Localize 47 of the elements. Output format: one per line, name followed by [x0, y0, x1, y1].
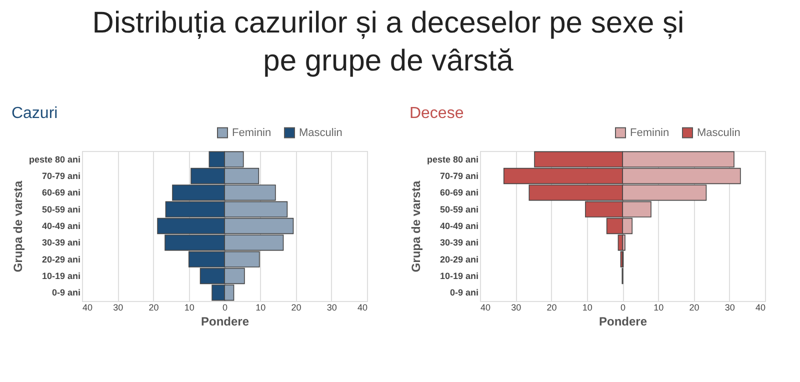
legend-label: Feminin [630, 126, 670, 139]
y-tick-label: 60-69 ani [440, 188, 478, 198]
x-tick-label: 30 [511, 302, 522, 312]
y-tick-label: 10-19 ani [440, 271, 478, 281]
x-tick-label: 10 [654, 302, 664, 312]
x-tick-label: 30 [724, 302, 735, 312]
y-axis-title: Grupa de varsta [408, 180, 423, 272]
y-tick-label: 20-29 ani [42, 254, 80, 264]
y-tick-label: 40-49 ani [42, 221, 80, 231]
y-tick-label: 30-39 ani [42, 238, 80, 248]
chart-title: Cazuri [11, 105, 58, 122]
y-tick-label: 60-69 ani [42, 188, 80, 198]
x-axis-title: Pondere [200, 314, 250, 328]
y-tick-label: 20-29 ani [440, 254, 478, 264]
x-tick-label: 30 [113, 302, 124, 312]
y-tick-label: peste 80 ani [426, 154, 478, 164]
y-tick-label: 0-9 ani [52, 288, 80, 298]
y-axis-title: Grupa de varsta [10, 180, 25, 272]
x-tick-label: 40 [755, 302, 766, 312]
y-tick-label: 50-59 ani [440, 204, 478, 214]
x-axis-title: Pondere [598, 314, 648, 328]
legend-label: Feminin [232, 126, 272, 139]
x-tick-label: 10 [184, 302, 194, 312]
x-tick-label: 40 [357, 302, 368, 312]
chart-title: Decese [409, 105, 464, 122]
y-tick-label: 30-39 ani [440, 238, 478, 248]
x-tick-label: 20 [546, 302, 557, 312]
x-tick-label: 10 [256, 302, 266, 312]
x-tick-label: 40 [480, 302, 491, 312]
x-tick-label: 10 [582, 302, 592, 312]
legend-label: Masculin [299, 126, 342, 139]
text: Distribuția cazurilor și a deceselor pe sexe și pe grupe de vârstă [92, 6, 684, 78]
legend-label: Masculin [697, 126, 740, 139]
x-tick-label: 0 [620, 302, 626, 312]
y-tick-label: peste 80 ani [28, 154, 80, 164]
x-tick-label: 20 [291, 302, 302, 312]
y-tick-label: 40-49 ani [440, 221, 478, 231]
x-tick-label: 0 [222, 302, 228, 312]
x-tick-label: 20 [689, 302, 700, 312]
y-tick-label: 50-59 ani [42, 204, 80, 214]
y-tick-label: 10-19 ani [42, 271, 80, 281]
y-tick-label: 70-79 ani [440, 171, 478, 181]
x-tick-label: 30 [326, 302, 337, 312]
x-tick-label: 20 [148, 302, 159, 312]
y-tick-label: 0-9 ani [450, 288, 478, 298]
y-tick-label: 70-79 ani [42, 171, 80, 181]
x-tick-label: 40 [82, 302, 93, 312]
